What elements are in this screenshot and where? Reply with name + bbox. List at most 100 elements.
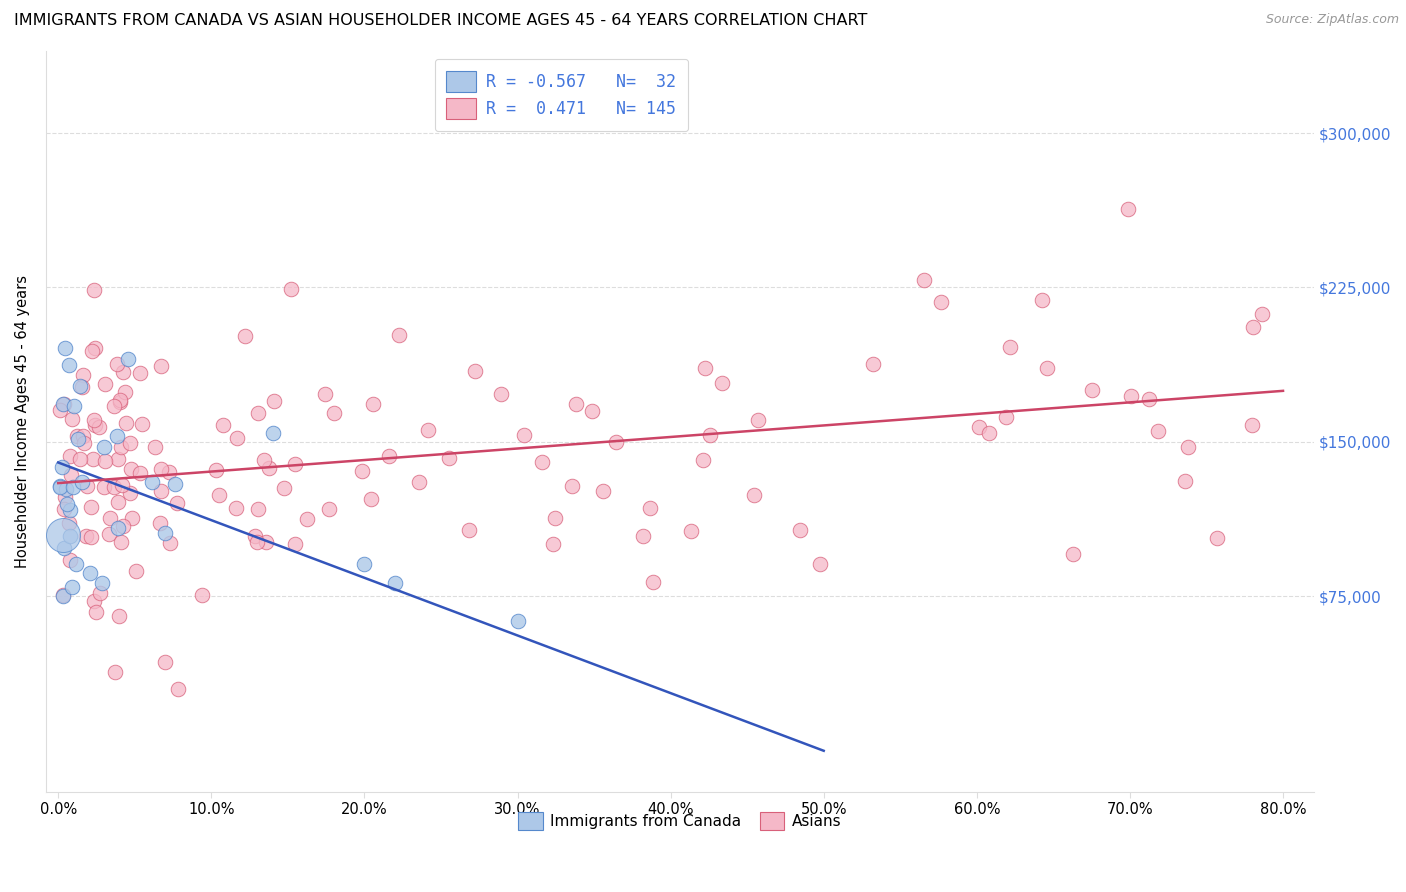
Point	[117, 352, 139, 367]
Point	[464, 364, 486, 378]
Point	[155, 526, 177, 541]
Point	[262, 425, 284, 440]
Point	[1241, 320, 1264, 334]
Point	[75, 529, 97, 543]
Point	[49, 478, 72, 492]
Point	[104, 665, 127, 679]
Point	[353, 557, 375, 571]
Point	[378, 449, 401, 463]
Point	[208, 488, 231, 502]
Point	[84, 341, 107, 355]
Point	[59, 502, 82, 516]
Point	[681, 524, 703, 539]
Point	[693, 361, 716, 376]
Point	[233, 329, 256, 343]
Point	[641, 574, 664, 589]
Point	[52, 502, 75, 516]
Point	[80, 500, 103, 515]
Point	[153, 655, 176, 669]
Point	[120, 486, 142, 500]
Point	[531, 455, 554, 469]
Point	[83, 594, 105, 608]
Point	[253, 453, 276, 467]
Legend: Immigrants from Canada, Asians: Immigrants from Canada, Asians	[512, 806, 848, 836]
Point	[747, 413, 769, 427]
Point	[544, 511, 567, 525]
Point	[1137, 392, 1160, 407]
Point	[80, 344, 103, 359]
Point	[243, 528, 266, 542]
Point	[967, 420, 990, 434]
Point	[60, 580, 83, 594]
Point	[457, 523, 479, 537]
Point	[83, 413, 105, 427]
Point	[60, 412, 83, 426]
Point	[103, 480, 125, 494]
Point	[211, 417, 233, 432]
Point	[69, 452, 91, 467]
Point	[565, 397, 588, 411]
Point	[80, 530, 103, 544]
Point	[1121, 389, 1143, 403]
Point	[141, 475, 163, 489]
Point	[561, 479, 583, 493]
Point	[143, 440, 166, 454]
Point	[1081, 383, 1104, 397]
Point	[1177, 440, 1199, 454]
Point	[112, 365, 135, 379]
Point	[513, 427, 536, 442]
Point	[83, 283, 105, 297]
Point	[58, 358, 80, 372]
Point	[418, 423, 440, 437]
Point	[108, 608, 131, 623]
Point	[742, 488, 765, 502]
Point	[225, 431, 247, 445]
Point	[929, 295, 952, 310]
Point	[87, 420, 110, 434]
Point	[69, 379, 91, 393]
Point	[149, 359, 172, 373]
Point	[73, 435, 96, 450]
Point	[52, 397, 75, 411]
Point	[72, 368, 94, 383]
Point	[93, 440, 115, 454]
Point	[49, 403, 72, 417]
Point	[437, 451, 460, 466]
Point	[67, 432, 90, 446]
Point	[84, 417, 107, 432]
Point	[638, 501, 661, 516]
Point	[105, 429, 128, 443]
Point	[70, 475, 93, 489]
Point	[318, 502, 340, 516]
Point	[273, 481, 295, 495]
Point	[62, 480, 84, 494]
Point	[53, 341, 76, 355]
Point	[280, 282, 302, 296]
Point	[84, 605, 107, 619]
Point	[52, 527, 75, 541]
Point	[59, 468, 82, 483]
Point	[254, 534, 277, 549]
Point	[58, 553, 80, 567]
Point	[52, 397, 75, 411]
Point	[107, 494, 129, 508]
Point	[1174, 474, 1197, 488]
Point	[1000, 340, 1022, 354]
Point	[1206, 531, 1229, 545]
Point	[120, 462, 142, 476]
Point	[581, 404, 603, 418]
Point	[350, 464, 373, 478]
Point	[52, 588, 75, 602]
Point	[361, 397, 384, 411]
Point	[247, 502, 270, 516]
Point	[108, 393, 131, 408]
Point	[129, 466, 152, 480]
Text: IMMIGRANTS FROM CANADA VS ASIAN HOUSEHOLDER INCOME AGES 45 - 64 YEARS CORRELATIO: IMMIGRANTS FROM CANADA VS ASIAN HOUSEHOL…	[14, 13, 868, 29]
Point	[692, 452, 714, 467]
Point	[284, 457, 307, 471]
Point	[297, 511, 319, 525]
Point	[56, 497, 79, 511]
Point	[121, 511, 143, 525]
Point	[114, 384, 136, 399]
Point	[1116, 202, 1139, 216]
